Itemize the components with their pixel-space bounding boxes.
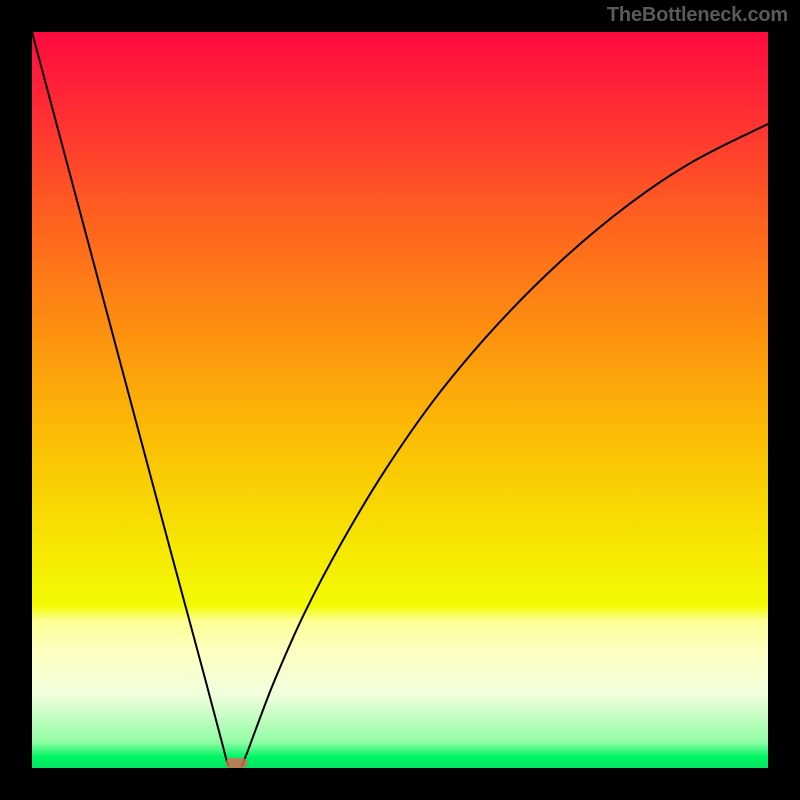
bottleneck-chart: TheBottleneck.com (0, 0, 800, 800)
valley-marker (226, 758, 248, 768)
chart-svg (0, 0, 800, 800)
watermark-text: TheBottleneck.com (607, 4, 788, 27)
